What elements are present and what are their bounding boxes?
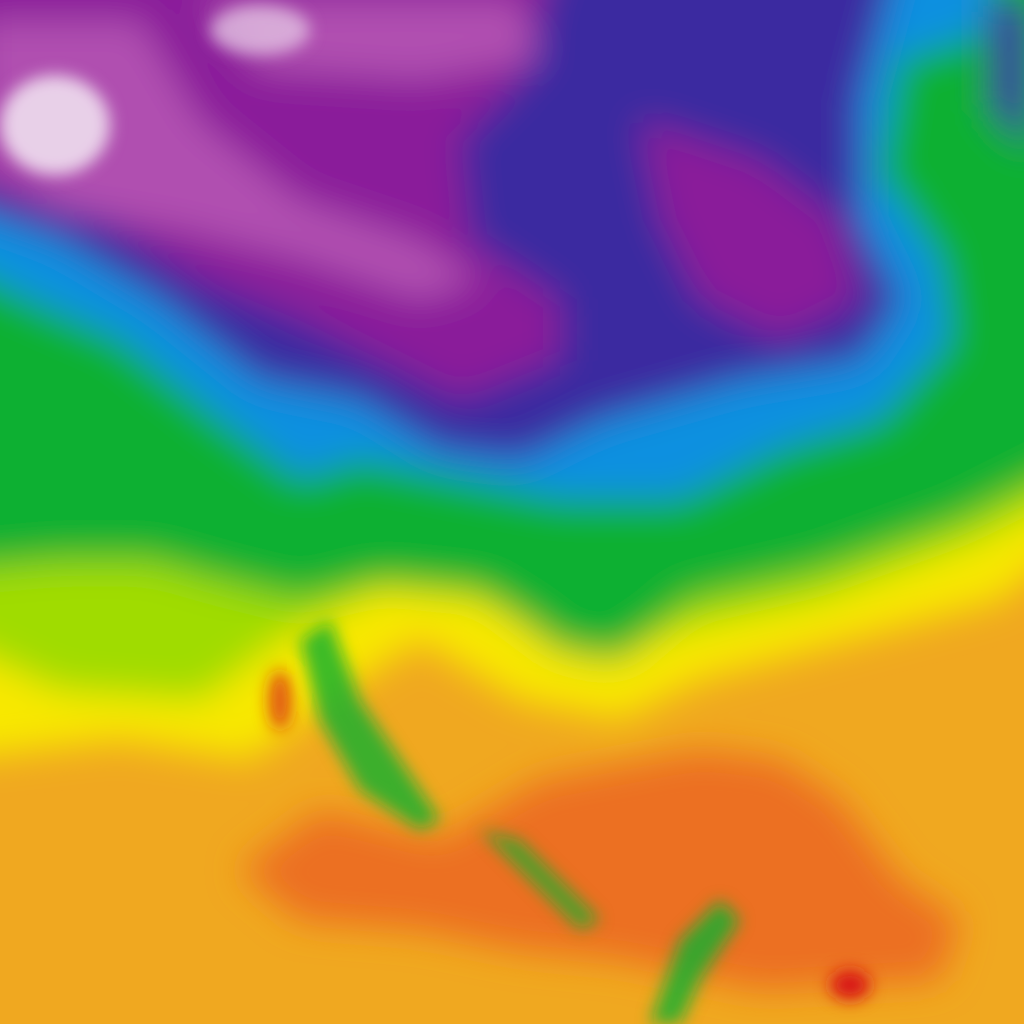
atlantic-mild-tongue bbox=[880, 21, 1024, 440]
very-cold-patch bbox=[0, 20, 480, 300]
central-america-highlands bbox=[480, 830, 600, 930]
mexico-highlands bbox=[300, 620, 440, 830]
arctic-cool-tongue bbox=[990, 0, 1024, 144]
very-hot-region bbox=[240, 750, 960, 990]
cold-region-east bbox=[640, 120, 860, 340]
extreme-hot-patch-baja bbox=[268, 670, 292, 730]
extreme-hot-patch bbox=[830, 970, 870, 1000]
andes-highlands bbox=[650, 900, 740, 1024]
coldest-patch bbox=[0, 75, 110, 175]
coldest-patch-north bbox=[210, 5, 310, 55]
